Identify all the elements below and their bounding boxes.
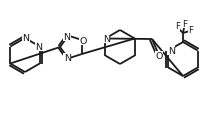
Text: N: N (35, 43, 42, 52)
Text: O: O (79, 37, 87, 46)
Text: F: F (188, 25, 194, 34)
Text: O: O (155, 52, 163, 61)
Text: N: N (22, 34, 30, 43)
Text: F: F (182, 20, 187, 29)
Text: N: N (64, 54, 71, 63)
Text: N: N (63, 32, 70, 41)
Text: F: F (175, 22, 180, 31)
Text: N: N (168, 46, 175, 55)
Text: N: N (103, 34, 110, 43)
